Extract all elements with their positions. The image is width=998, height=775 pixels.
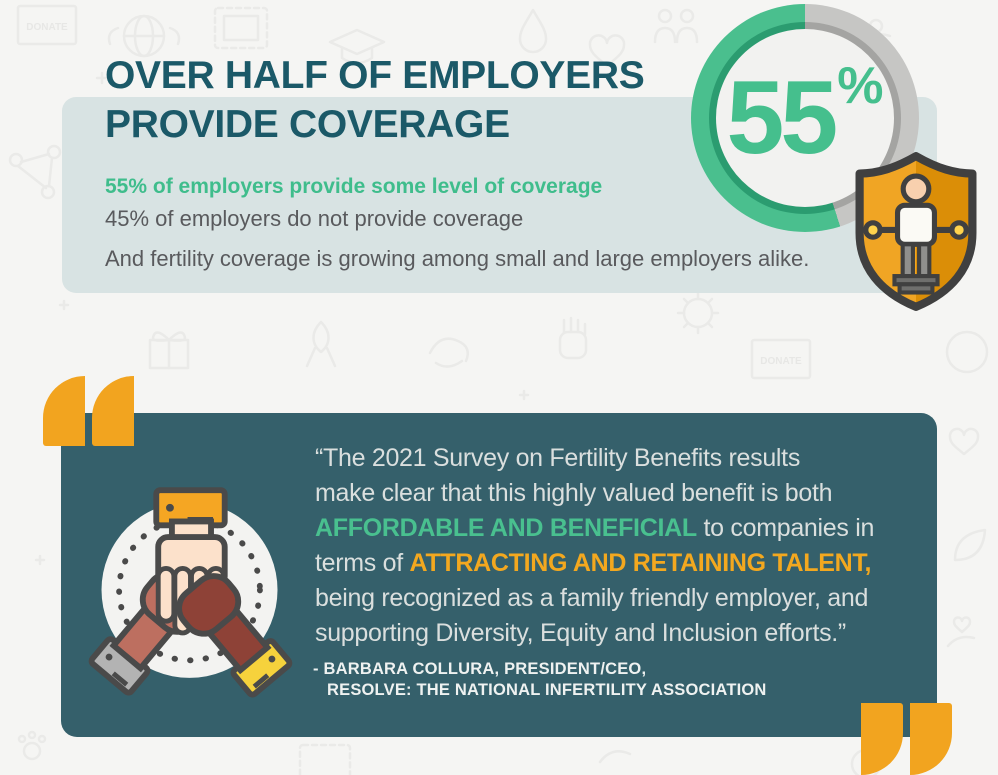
stamp-icon	[298, 743, 352, 775]
quote-line2: make clear that this highly valued benef…	[315, 479, 833, 507]
donut-percent-sign: %	[837, 57, 884, 115]
hands-icon	[428, 337, 469, 368]
hand-heart-icon	[946, 616, 976, 648]
grad-cap-icon	[328, 28, 386, 65]
quote-attribution: - BARBARA COLLURA, PRESIDENT/CEO, RESOLV…	[313, 659, 767, 701]
quote-text: “The 2021 Survey on Fertility Benefits r…	[315, 441, 930, 651]
heart-icon	[948, 427, 980, 456]
page-title-line1: OVER HALF OF EMPLOYERS	[105, 54, 645, 97]
teamwork-hands-illustration	[88, 487, 293, 698]
stamp-icon	[213, 6, 269, 50]
quote-line4-pre: terms of	[315, 549, 410, 577]
palm-icon	[558, 316, 588, 360]
right-hand	[176, 573, 293, 698]
people-icon	[653, 8, 699, 44]
donate-sign-icon: DONATE	[16, 4, 78, 46]
heart-icon	[588, 34, 626, 68]
droplet-icon	[518, 8, 548, 54]
quote-line6: supporting Diversity, Equity and Inclusi…	[315, 619, 846, 647]
quote-line: terms of ATTRACTING AND RETAINING TALENT…	[315, 546, 930, 581]
leaf-icon	[953, 528, 987, 562]
quote-line5: being recognized as a family friendly em…	[315, 584, 869, 612]
donate-sign-icon: DONATE	[750, 338, 812, 380]
gift-icon	[148, 331, 190, 370]
stat-growth-text: And fertility coverage is growing among …	[105, 246, 810, 271]
stat-not-covered-text: 45% of employers do not provide coverage	[105, 206, 524, 231]
quote-highlight-orange: ATTRACTING AND RETAINING TALENT,	[409, 549, 872, 577]
attribution-name: - BARBARA COLLURA, PRESIDENT/CEO,	[313, 660, 647, 678]
quote-line: being recognized as a family friendly em…	[315, 581, 930, 616]
attribution-org: RESOLVE: THE NATIONAL INFERTILITY ASSOCI…	[327, 681, 767, 699]
quote-line: supporting Diversity, Equity and Inclusi…	[315, 616, 930, 651]
donut-value: 55	[726, 59, 839, 176]
page-title-line2: PROVIDE COVERAGE	[105, 103, 510, 146]
hands-icon	[598, 750, 632, 764]
burst-icon	[676, 291, 720, 335]
circle-icon	[945, 330, 989, 374]
shield-with-employee-icon	[855, 152, 977, 311]
quote-line3-rest: to companies in	[696, 514, 875, 542]
page-title: OVER HALF OF EMPLOYERS PROVIDE COVERAGE	[105, 51, 645, 149]
quote-line1: “The 2021 Survey on Fertility Benefits r…	[315, 444, 801, 472]
ribbon-icon	[305, 320, 337, 368]
quote-line: AFFORDABLE AND BENEFICIAL to companies i…	[315, 511, 930, 546]
network-icon	[8, 144, 62, 200]
donut-center-label: 55 %	[691, 4, 919, 232]
stat-covered-text: 55% of employers provide some level of c…	[105, 175, 603, 198]
quote-highlight-green: AFFORDABLE AND BENEFICIAL	[315, 514, 697, 542]
quote-line: make clear that this highly valued benef…	[315, 476, 930, 511]
donate-label: DONATE	[760, 356, 802, 367]
globe-icon	[107, 14, 181, 58]
quote-line: “The 2021 Survey on Fertility Benefits r…	[315, 441, 930, 476]
donate-label: DONATE	[26, 22, 68, 33]
paw-icon	[17, 730, 47, 761]
